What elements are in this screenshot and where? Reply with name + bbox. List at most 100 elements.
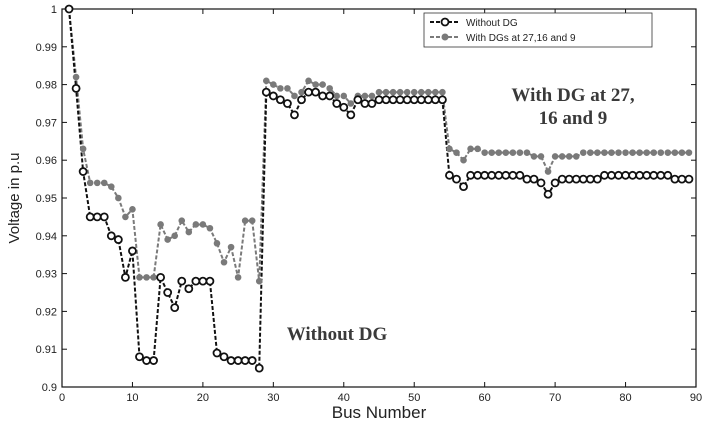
data-point-without-dg (128, 246, 137, 256)
x-axis-label: Bus Number (332, 403, 427, 422)
data-point-with-dgs (502, 149, 510, 156)
data-point-without-dg (635, 170, 645, 180)
data-point-with-dgs (361, 92, 369, 100)
data-point-without-dg (508, 170, 518, 180)
data-point-without-dg (395, 95, 405, 105)
data-point-with-dgs (643, 149, 650, 156)
x-tick-label: 90 (690, 392, 702, 404)
data-point-with-dgs (241, 217, 249, 224)
x-tick-label: 80 (619, 392, 631, 404)
legend: Without DG With DGs at 27,16 and 9 (423, 12, 653, 48)
x-tick-label: 0 (59, 392, 65, 404)
data-point-with-dgs (115, 194, 122, 202)
data-point-with-dgs (319, 81, 326, 88)
data-point-with-dgs (220, 258, 228, 266)
data-point-without-dg (261, 87, 271, 97)
data-point-without-dg (325, 91, 335, 101)
x-tick-label: 40 (338, 392, 350, 404)
data-point-with-dgs (213, 240, 221, 247)
legend-marker-without-dg (440, 17, 450, 27)
data-point-without-dg (656, 170, 666, 180)
data-point-with-dgs (185, 228, 193, 236)
data-point-without-dg (156, 272, 166, 282)
y-tick-label: 0.98 (36, 80, 57, 92)
data-point-without-dg (268, 91, 278, 101)
data-point-with-dgs (79, 145, 87, 153)
data-point-with-dgs (340, 92, 348, 100)
data-point-without-dg (494, 170, 504, 180)
data-point-without-dg (515, 170, 525, 180)
data-point-without-dg (670, 174, 680, 184)
y-axis-label: Voltage in p.u (6, 153, 23, 244)
data-point-with-dgs (410, 88, 418, 96)
data-point-without-dg (99, 212, 109, 222)
data-point-with-dgs (685, 149, 693, 156)
data-point-without-dg (275, 95, 285, 105)
data-point-without-dg (64, 4, 74, 14)
data-point-without-dg (416, 95, 426, 105)
data-point-without-dg (473, 170, 483, 180)
data-point-without-dg (85, 212, 95, 222)
data-point-without-dg (677, 174, 687, 184)
data-point-without-dg (332, 99, 342, 108)
data-point-with-dgs (143, 274, 150, 281)
data-point-with-dgs (432, 88, 439, 96)
data-point-with-dgs (467, 145, 474, 153)
data-point-with-dgs (157, 221, 164, 228)
data-point-without-dg (374, 95, 384, 105)
data-point-with-dgs (425, 88, 432, 96)
data-point-without-dg (184, 284, 194, 294)
data-point-without-dg (92, 212, 102, 222)
legend-box (423, 12, 653, 48)
data-point-without-dg (142, 356, 151, 365)
data-point-with-dgs (347, 100, 355, 107)
data-point-without-dg (452, 174, 461, 184)
data-point-with-dgs (474, 145, 481, 153)
data-point-with-dgs (178, 217, 186, 224)
data-point-with-dgs (234, 274, 242, 281)
x-tick-label: 20 (197, 392, 209, 404)
data-point-with-dgs (72, 73, 80, 81)
data-point-without-dg (628, 170, 637, 180)
y-tick-label: 1 (51, 4, 57, 16)
data-point-with-dgs (544, 168, 552, 175)
data-point-without-dg (578, 174, 588, 184)
data-point-with-dgs (298, 88, 305, 96)
data-point-without-dg (177, 276, 187, 286)
series-markers (64, 4, 694, 373)
axis-ticks: 0 10 20 30 40 50 60 70 80 90 0.9 0.91 0.92 0.93 0.94 0.… (36, 4, 702, 404)
y-tick-label: 0.9 (42, 382, 57, 394)
data-point-with-dgs (446, 145, 453, 153)
data-point-without-dg (290, 110, 299, 120)
data-point-with-dgs (206, 224, 214, 232)
data-point-with-dgs (572, 153, 580, 160)
data-point-without-dg (585, 174, 595, 184)
data-point-without-dg (564, 174, 574, 184)
data-point-without-dg (233, 356, 243, 365)
data-point-without-dg (283, 99, 292, 108)
data-point-without-dg (642, 170, 652, 180)
data-point-without-dg (529, 174, 539, 184)
data-point-without-dg (240, 356, 250, 365)
data-point-with-dgs (93, 179, 101, 187)
data-point-without-dg (212, 348, 222, 358)
data-point-with-dgs (439, 88, 446, 96)
data-point-without-dg (437, 95, 447, 105)
data-point-with-dgs (396, 88, 404, 96)
data-point-without-dg (367, 99, 377, 108)
data-point-with-dgs (389, 88, 397, 96)
x-tick-label: 30 (267, 392, 279, 404)
data-point-with-dgs (150, 274, 157, 281)
data-point-with-dgs (530, 153, 538, 160)
data-point-without-dg (557, 174, 567, 184)
legend-label-without-dg: Without DG (466, 18, 518, 29)
data-point-without-dg (339, 102, 349, 112)
data-point-with-dgs (284, 85, 291, 92)
data-point-with-dgs (108, 183, 115, 190)
data-point-with-dgs (650, 149, 658, 156)
data-point-without-dg (522, 174, 532, 184)
data-point-with-dgs (382, 88, 390, 96)
data-point-with-dgs (453, 149, 460, 156)
data-point-without-dg (409, 95, 419, 105)
